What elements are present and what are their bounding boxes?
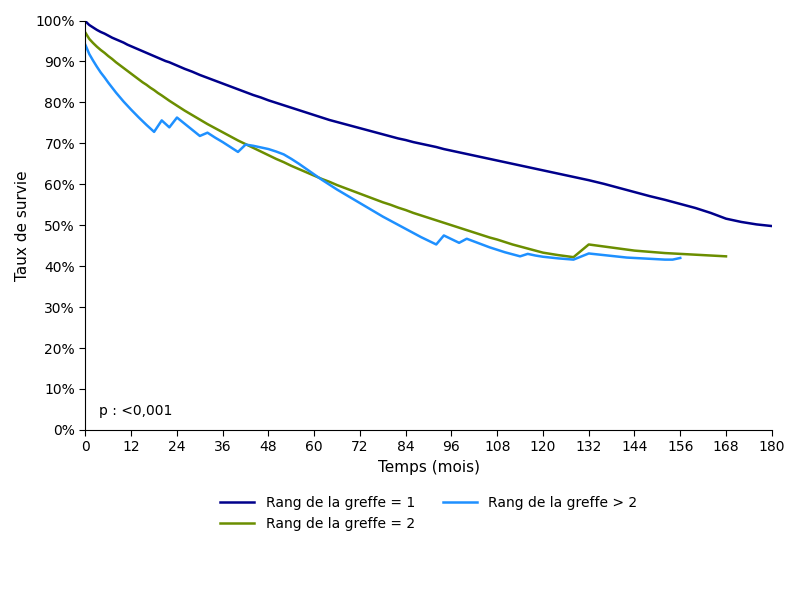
Rang de la greffe = 1 — [88, 24, 98, 31]
Rang de la greffe > 2 — [515, 253, 525, 260]
Rang de la greffe = 1 — [172, 62, 182, 69]
Rang de la greffe = 2 — [146, 84, 155, 91]
Rang de la greffe = 2 — [126, 70, 136, 77]
Rang de la greffe > 2 — [180, 120, 190, 127]
Rang de la greffe > 2 — [325, 181, 334, 188]
Rang de la greffe = 2 — [569, 254, 578, 261]
Rang de la greffe = 2 — [721, 253, 730, 260]
Legend: Rang de la greffe = 1, Rang de la greffe = 2, Rang de la greffe > 2: Rang de la greffe = 1, Rang de la greffe… — [214, 490, 643, 536]
Rang de la greffe = 1 — [180, 65, 190, 73]
Rang de la greffe = 1 — [378, 131, 388, 138]
Y-axis label: Taux de survie: Taux de survie — [15, 170, 30, 281]
Rang de la greffe = 2 — [454, 224, 464, 231]
Text: p : <0,001: p : <0,001 — [99, 404, 173, 418]
Rang de la greffe = 1 — [767, 223, 777, 230]
Rang de la greffe > 2 — [530, 252, 540, 259]
Rang de la greffe > 2 — [210, 134, 220, 141]
Rang de la greffe > 2 — [202, 129, 212, 136]
Rang de la greffe = 1 — [317, 114, 326, 121]
Rang de la greffe = 2 — [493, 236, 502, 243]
X-axis label: Temps (mois): Temps (mois) — [378, 460, 480, 475]
Rang de la greffe > 2 — [569, 256, 578, 263]
Rang de la greffe = 2 — [378, 199, 388, 206]
Rang de la greffe = 2 — [81, 29, 90, 37]
Rang de la greffe = 2 — [100, 49, 110, 56]
Rang de la greffe > 2 — [81, 41, 90, 49]
Rang de la greffe = 1 — [675, 200, 685, 208]
Line: Rang de la greffe = 1: Rang de la greffe = 1 — [86, 22, 772, 226]
Line: Rang de la greffe > 2: Rang de la greffe > 2 — [86, 45, 680, 260]
Rang de la greffe = 1 — [81, 18, 90, 25]
Line: Rang de la greffe = 2: Rang de la greffe = 2 — [86, 33, 726, 257]
Rang de la greffe > 2 — [675, 254, 685, 262]
